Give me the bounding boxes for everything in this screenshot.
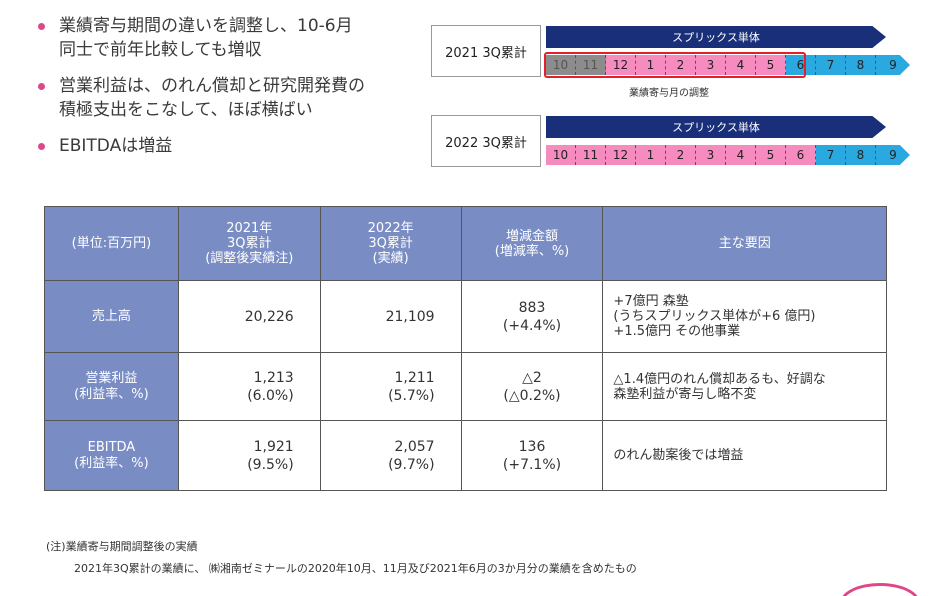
cell-factor: △1.4億円のれん償却あるも、好調な 森塾利益が寄与し略不変: [602, 352, 887, 421]
cell-2021: 1,921 (9.5%): [177, 420, 321, 491]
month-cell: 2: [666, 145, 696, 165]
row-label: 売上高: [44, 280, 179, 353]
bullet-dot-icon: [38, 143, 45, 150]
header-factors: 主な要因: [602, 206, 887, 281]
month-cell: 3: [696, 145, 726, 165]
period-diagram-2022: 2022 3Q累計 スプリックス単体 10 11 12 1 2 3 4 5 6 …: [431, 113, 910, 169]
bullet-text: 営業利益は、のれん償却と研究開発費の 積極支出をこなして、ほぼ横ばい: [59, 76, 365, 120]
row-label: 営業利益 (利益率、%): [44, 352, 179, 421]
month-cell: 3: [696, 55, 726, 75]
header-2021: 2021年 3Q累計 (調整後実績注): [177, 206, 321, 281]
month-strip: 10 11 12 1 2 3 4 5 6 7 8 9: [546, 145, 910, 165]
month-cell: 6: [786, 145, 816, 165]
table-row: EBITDA (利益率、%) 1,921 (9.5%) 2,057 (9.7%)…: [44, 420, 887, 491]
header-diff: 増減金額 (増減率、%): [460, 206, 604, 281]
month-cell: 8: [846, 145, 876, 165]
cell-2021: 20,226: [177, 280, 321, 353]
month-cell: 4: [726, 55, 756, 75]
bullet-item: 営業利益は、のれん償却と研究開発費の 積極支出をこなして、ほぼ横ばい: [38, 74, 418, 122]
period-label: 2022 3Q累計: [431, 115, 541, 167]
cell-diff: 136 (+7.1%): [460, 420, 604, 491]
period-arrow-bar: スプリックス単体: [546, 116, 886, 138]
decorative-arc: [840, 583, 920, 596]
cell-2022: 1,211 (5.7%): [319, 352, 462, 421]
footnote: (注)業績寄与期間調整後の実績 2021年3Q累計の業績に、 ㈱湘南ゼミナールの…: [46, 536, 637, 580]
results-table: (単位:百万円) 2021年 3Q累計 (調整後実績注) 2022年 3Q累計 …: [44, 206, 887, 491]
bullet-dot-icon: [38, 23, 45, 30]
month-cell: 4: [726, 145, 756, 165]
cell-diff: △2 (△0.2%): [460, 352, 604, 421]
month-cell: 5: [756, 145, 786, 165]
month-cell: 10: [546, 145, 576, 165]
summary-bullets: 業績寄与期間の違いを調整し、10-6月 同士で前年比較しても増収 営業利益は、の…: [38, 14, 418, 170]
table-header-row: (単位:百万円) 2021年 3Q累計 (調整後実績注) 2022年 3Q累計 …: [44, 206, 887, 281]
cell-factor: のれん勘案後では増益: [602, 420, 887, 491]
bullet-text: EBITDAは増益: [59, 136, 173, 156]
table-row: 営業利益 (利益率、%) 1,213 (6.0%) 1,211 (5.7%) △…: [44, 352, 887, 421]
bullet-item: EBITDAは増益: [38, 134, 418, 158]
month-cell: 8: [846, 55, 876, 75]
month-cell: 7: [816, 145, 846, 165]
header-2022: 2022年 3Q累計 (実績): [319, 206, 462, 281]
month-cell: 6: [786, 55, 816, 75]
bullet-dot-icon: [38, 83, 45, 90]
cell-2022: 2,057 (9.7%): [319, 420, 462, 491]
cell-2021: 1,213 (6.0%): [177, 352, 321, 421]
period-label: 2021 3Q累計: [431, 25, 541, 77]
month-cell: 9: [876, 145, 910, 165]
month-cell: 7: [816, 55, 846, 75]
month-cell: 2: [666, 55, 696, 75]
bullet-item: 業績寄与期間の違いを調整し、10-6月 同士で前年比較しても増収: [38, 14, 418, 62]
month-cell: 10: [546, 55, 576, 75]
adjustment-note: 業績寄与月の調整: [629, 88, 709, 99]
month-cell: 1: [636, 145, 666, 165]
footnote-title: (注)業績寄与期間調整後の実績: [46, 540, 198, 553]
table-row: 売上高 20,226 21,109 883 (+4.4%) +7億円 森塾 (う…: [44, 280, 887, 353]
cell-diff: 883 (+4.4%): [460, 280, 604, 353]
cell-2022: 21,109: [319, 280, 462, 353]
bullet-text: 業績寄与期間の違いを調整し、10-6月 同士で前年比較しても増収: [59, 16, 353, 60]
month-cell: 12: [606, 145, 636, 165]
adjustment-highlight-box: [544, 52, 806, 78]
month-strip: 10 11 12 1 2 3 4 5 6 7 8 9: [546, 55, 910, 75]
row-label: EBITDA (利益率、%): [44, 420, 179, 491]
month-cell: 9: [876, 55, 910, 75]
month-cell: 11: [576, 55, 606, 75]
cell-factor: +7億円 森塾 (うちスプリックス単体が+6 億円) +1.5億円 その他事業: [602, 280, 887, 353]
month-cell: 5: [756, 55, 786, 75]
header-unit: (単位:百万円): [44, 206, 179, 281]
period-diagram-2021: 2021 3Q累計 スプリックス単体 10 11 12 1 2 3 4 5 6 …: [431, 23, 910, 99]
footnote-body: 2021年3Q累計の業績に、 ㈱湘南ゼミナールの2020年10月、11月及び20…: [74, 562, 637, 575]
month-cell: 11: [576, 145, 606, 165]
period-arrow-bar: スプリックス単体: [546, 26, 886, 48]
month-cell: 1: [636, 55, 666, 75]
month-cell: 12: [606, 55, 636, 75]
